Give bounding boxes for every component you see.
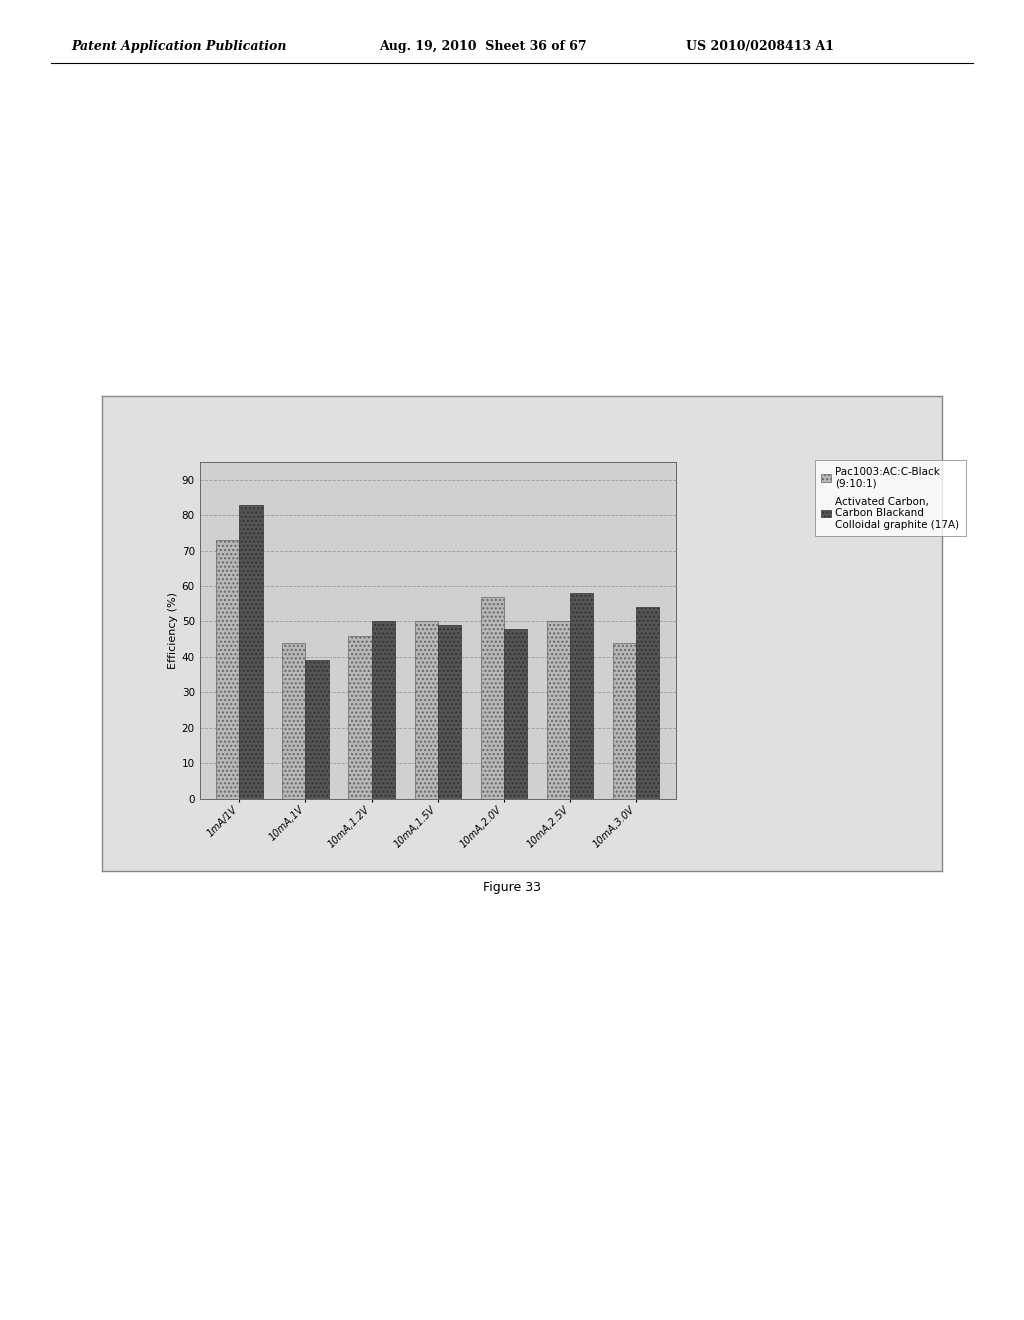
Bar xyxy=(438,624,461,799)
Bar xyxy=(504,628,527,799)
Bar xyxy=(415,622,438,799)
Bar xyxy=(216,540,240,799)
Bar xyxy=(636,607,659,799)
Text: Patent Application Publication: Patent Application Publication xyxy=(72,40,287,53)
Bar xyxy=(348,636,372,799)
Bar xyxy=(570,593,593,799)
Bar xyxy=(613,643,636,799)
Legend: Pac1003:AC:C-Black
(9:10:1), Activated Carbon,
Carbon Blackand
Colloidal graphit: Pac1003:AC:C-Black (9:10:1), Activated C… xyxy=(815,461,966,536)
Text: Aug. 19, 2010  Sheet 36 of 67: Aug. 19, 2010 Sheet 36 of 67 xyxy=(379,40,587,53)
Bar xyxy=(547,622,570,799)
Text: US 2010/0208413 A1: US 2010/0208413 A1 xyxy=(686,40,835,53)
Bar xyxy=(240,504,262,799)
Bar xyxy=(305,660,329,799)
Bar xyxy=(283,643,305,799)
Bar xyxy=(480,597,504,799)
Text: Figure 33: Figure 33 xyxy=(483,880,541,894)
Bar xyxy=(372,622,395,799)
Y-axis label: Efficiency (%): Efficiency (%) xyxy=(168,591,177,669)
